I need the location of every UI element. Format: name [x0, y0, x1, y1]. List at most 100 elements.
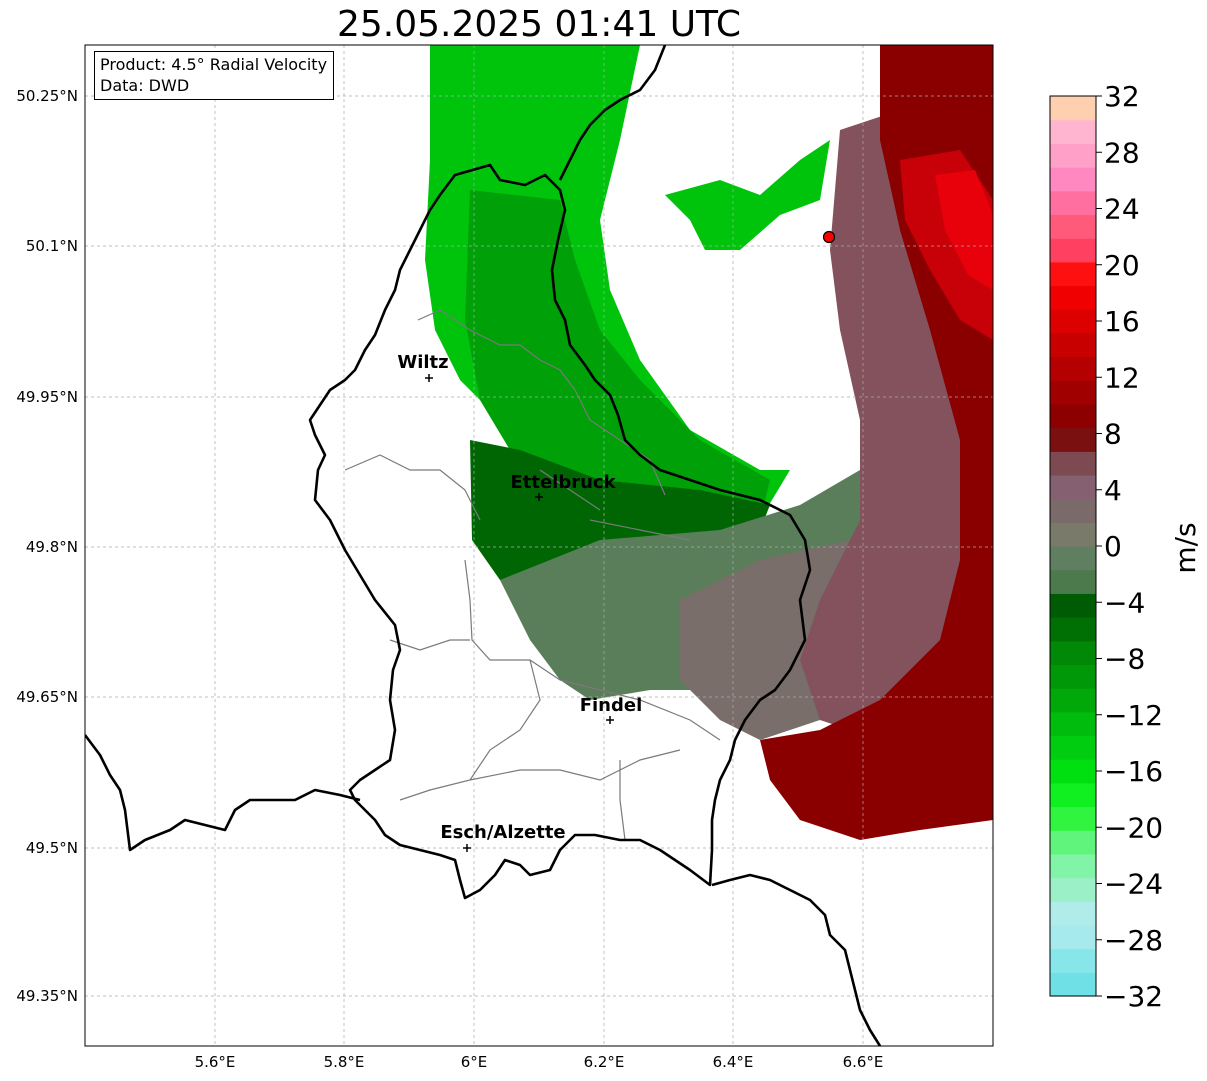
colorbar-swatch — [1050, 214, 1096, 239]
colorbar-tick-label: 24 — [1104, 193, 1140, 226]
lat-tick: 50.1°N — [26, 237, 78, 255]
colorbar-swatch — [1050, 735, 1096, 760]
colorbar-swatch — [1050, 830, 1096, 855]
scattered-echo-north — [665, 140, 830, 250]
colorbar-swatches — [1050, 96, 1096, 997]
colorbar-swatch — [1050, 380, 1096, 405]
colorbar-tick-label: 20 — [1104, 249, 1140, 282]
city-marker-wiltz — [425, 374, 433, 382]
colorbar-tick-label: −4 — [1104, 586, 1145, 619]
colorbar-tick-label: −12 — [1104, 699, 1163, 732]
city-markers — [425, 374, 614, 852]
city-label-findel: Findel — [580, 695, 643, 716]
lat-tick: 49.95°N — [16, 388, 78, 406]
inbound-echo-medium — [465, 190, 770, 540]
outbound-echo-bright-red — [935, 170, 993, 290]
radar-echo-layer — [425, 45, 993, 840]
data-source-label: Data: DWD — [100, 76, 190, 95]
colorbar-swatch — [1050, 403, 1096, 429]
colorbar-swatch — [1050, 759, 1096, 784]
colorbar-swatch — [1050, 190, 1096, 216]
city-marker-ettelbruck — [535, 493, 543, 501]
product-info-box: Product: 4.5° Radial Velocity Data: DWD — [94, 51, 335, 100]
colorbar-swatch — [1050, 782, 1096, 808]
colorbar-tick-label: −20 — [1104, 811, 1163, 844]
colorbar-swatch — [1050, 356, 1096, 381]
colorbar-swatch — [1050, 451, 1096, 476]
lat-tick: 49.8°N — [26, 538, 78, 556]
lat-tick: 50.25°N — [16, 87, 78, 105]
lat-tick-labels: 50.25°N 50.1°N 49.95°N 49.8°N 49.65°N 49… — [16, 87, 78, 1005]
colorbar-swatch — [1050, 522, 1096, 547]
colorbar-swatch — [1050, 427, 1096, 452]
germany-border — [558, 45, 667, 181]
radar-site-marker — [822, 230, 836, 244]
city-marker-findel — [606, 716, 614, 724]
colorbar-tick-label: 12 — [1104, 361, 1140, 394]
colorbar-swatch — [1050, 593, 1096, 618]
city-marker-esch — [463, 844, 471, 852]
colorbar-tick-label: −16 — [1104, 755, 1163, 788]
colorbar-swatch — [1050, 332, 1096, 358]
colorbar-swatch — [1050, 546, 1096, 571]
colorbar-swatch — [1050, 688, 1096, 713]
colorbar-swatch — [1050, 853, 1096, 879]
france-germany-border — [711, 873, 882, 1046]
lon-tick: 6°E — [461, 1053, 488, 1071]
velocity-colorbar: 32 28 24 20 16 12 8 4 0 −4 −8 −12 −16 −20 −24 −28 −32 m/… — [1049, 80, 1202, 1013]
colorbar-swatch — [1050, 96, 1096, 121]
city-label-wiltz: Wiltz — [397, 352, 448, 373]
colorbar-tick-label: 8 — [1104, 418, 1122, 451]
city-label-ettelbruck: Ettelbruck — [510, 472, 616, 493]
colorbar-swatch — [1050, 569, 1096, 594]
colorbar-tick-label: 4 — [1104, 474, 1122, 507]
belgium-france-border — [85, 734, 361, 852]
canton-borders — [344, 309, 721, 841]
colorbar-unit-label: m/s — [1169, 522, 1202, 573]
colorbar-tick-label: −24 — [1104, 868, 1163, 901]
colorbar-tick-label: −28 — [1104, 924, 1163, 957]
lat-tick: 49.35°N — [16, 987, 78, 1005]
colorbar-tick-label: 0 — [1104, 530, 1122, 563]
colorbar-swatch — [1050, 474, 1096, 500]
colorbar-ticks: 32 28 24 20 16 12 8 4 0 −4 −8 −12 −16 −20 −24 −28 −32 — [1096, 80, 1163, 1013]
lon-tick: 6.6°E — [843, 1053, 884, 1071]
colorbar-swatch — [1050, 901, 1096, 926]
lon-tick: 5.6°E — [195, 1053, 236, 1071]
colorbar-swatch — [1050, 948, 1096, 973]
map-title: 25.05.2025 01:41 UTC — [336, 4, 742, 45]
colorbar-swatch — [1050, 498, 1096, 523]
colorbar-swatch — [1050, 285, 1096, 310]
colorbar-swatch — [1050, 877, 1096, 902]
colorbar-swatch — [1050, 664, 1096, 689]
national-borders — [85, 45, 882, 1046]
colorbar-swatch — [1050, 167, 1096, 192]
colorbar-swatch — [1050, 119, 1096, 144]
colorbar-swatch — [1050, 806, 1096, 831]
colorbar-swatch — [1050, 617, 1096, 642]
colorbar-tick-label: −8 — [1104, 643, 1145, 676]
map-frame — [84, 44, 994, 1047]
luxembourg-border — [308, 163, 812, 900]
colorbar-tick-label: 16 — [1104, 305, 1140, 338]
lat-tick: 49.5°N — [26, 839, 78, 857]
colorbar-swatch — [1050, 972, 1096, 997]
lon-tick: 6.2°E — [584, 1053, 625, 1071]
lat-tick: 49.65°N — [16, 688, 78, 706]
product-label: Product: 4.5° Radial Velocity — [100, 55, 328, 74]
map-area: Wiltz Ettelbruck Findel Esch/Alzette — [85, 45, 993, 1046]
colorbar-swatch — [1050, 924, 1096, 950]
lon-tick: 6.4°E — [713, 1053, 754, 1071]
colorbar-swatch — [1050, 261, 1096, 287]
colorbar-swatch — [1050, 238, 1096, 263]
lon-tick: 5.8°E — [324, 1053, 365, 1071]
colorbar-swatch — [1050, 711, 1096, 737]
city-label-esch-alzette: Esch/Alzette — [440, 822, 565, 843]
colorbar-tick-label: 32 — [1104, 80, 1140, 113]
colorbar-swatch — [1050, 143, 1096, 168]
colorbar-swatch — [1050, 640, 1096, 666]
colorbar-swatch — [1050, 309, 1096, 334]
colorbar-tick-label: −32 — [1104, 980, 1163, 1013]
colorbar-tick-label: 28 — [1104, 136, 1140, 169]
